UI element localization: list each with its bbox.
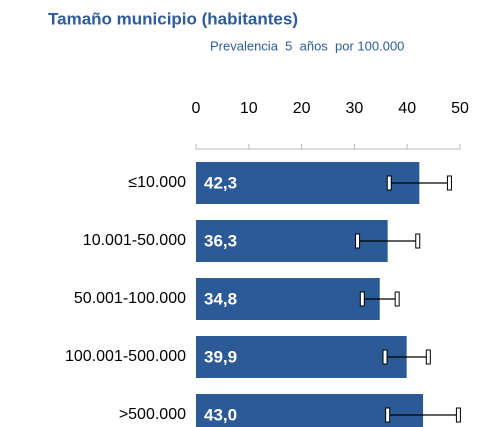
error-cap (425, 349, 431, 365)
bar (196, 162, 420, 204)
error-cap (382, 349, 388, 365)
bar (196, 336, 407, 378)
value-label: 36,3 (204, 231, 237, 250)
value-label: 34,8 (204, 289, 237, 308)
error-bar (386, 175, 452, 191)
x-tick-label: 30 (346, 100, 364, 117)
error-cap (359, 291, 365, 307)
value-label: 39,9 (204, 347, 237, 366)
x-tick-label: 40 (398, 100, 416, 117)
x-tick-label: 20 (293, 100, 311, 117)
y-tick-label: 10.001-50.000 (83, 232, 186, 249)
y-tick-label: ≤10.000 (128, 174, 186, 191)
error-cap (385, 407, 391, 423)
error-cap (355, 233, 361, 249)
x-tick-label: 10 (240, 100, 258, 117)
value-label: 42,3 (204, 173, 237, 192)
error-bar (385, 407, 461, 423)
chart-title: Tamaño municipio (habitantes) (48, 9, 298, 28)
chart-subtitle: Prevalencia 5 años por 100.000 (210, 38, 404, 53)
error-bar (355, 233, 421, 249)
x-tick-label: 0 (192, 100, 201, 117)
x-tick-label: 50 (451, 100, 469, 117)
error-bar (382, 349, 431, 365)
y-tick-label: >500.000 (119, 406, 186, 423)
error-cap (455, 407, 461, 423)
bar (196, 278, 380, 320)
value-label: 43,0 (204, 405, 237, 424)
y-tick-label: 50.001-100.000 (74, 290, 186, 307)
error-cap (386, 175, 392, 191)
error-cap (394, 291, 400, 307)
error-cap (446, 175, 452, 191)
error-bar (359, 291, 400, 307)
y-tick-label: 100.001-500.000 (65, 348, 186, 365)
error-cap (415, 233, 421, 249)
